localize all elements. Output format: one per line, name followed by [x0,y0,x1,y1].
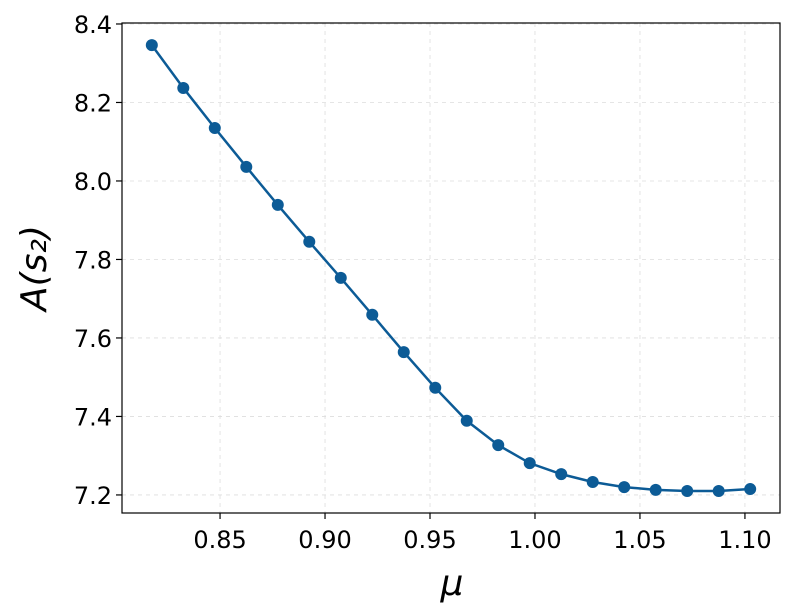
data-point [240,160,253,173]
data-point [555,468,568,481]
data-line [150,44,751,493]
data-point [334,271,347,284]
y-axis-label: A(s₂) [14,225,55,313]
data-point [492,439,505,452]
data-point [271,198,284,211]
y-tick-label: 7.6 [74,325,112,353]
data-point [366,308,379,321]
y-tick-label: 7.4 [74,403,112,431]
y-tick-label: 8.0 [74,168,112,196]
data-point [303,235,316,248]
x-axis-label: μ [440,563,464,604]
data-point [649,483,662,496]
x-tick-label: 1.10 [718,526,771,554]
data-point [618,481,631,494]
data-point [145,39,158,52]
x-tick-label: 0.85 [193,526,246,554]
data-point [586,475,599,488]
y-tick-label: 7.8 [74,246,112,274]
data-point [429,381,442,394]
x-tick-label: 1.00 [508,526,561,554]
data-point [523,457,536,470]
data-point [460,414,473,427]
data-point [712,485,725,498]
data-point [177,81,190,94]
y-tick-label: 8.4 [74,11,112,39]
data-point [744,483,757,496]
x-tick-label: 1.05 [613,526,666,554]
plot-frame [121,22,781,514]
x-tick-label: 0.90 [298,526,351,554]
data-point [397,346,410,359]
data-point [681,485,694,498]
y-tick-label: 7.2 [74,482,112,510]
data-point [208,121,221,134]
y-tick-label: 8.2 [74,89,112,117]
x-tick-label: 0.95 [403,526,456,554]
